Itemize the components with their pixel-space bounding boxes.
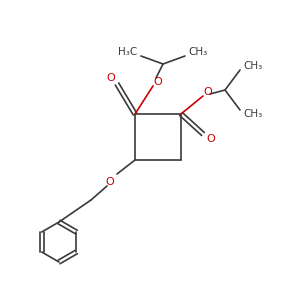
Text: CH₃: CH₃ [243,109,262,119]
Text: O: O [106,73,116,83]
Text: O: O [106,177,114,187]
Text: CH₃: CH₃ [188,47,208,57]
Text: O: O [204,87,212,97]
Text: CH₃: CH₃ [243,61,262,71]
Text: O: O [207,134,215,144]
Text: H₃C: H₃C [118,47,138,57]
Text: O: O [154,77,162,87]
